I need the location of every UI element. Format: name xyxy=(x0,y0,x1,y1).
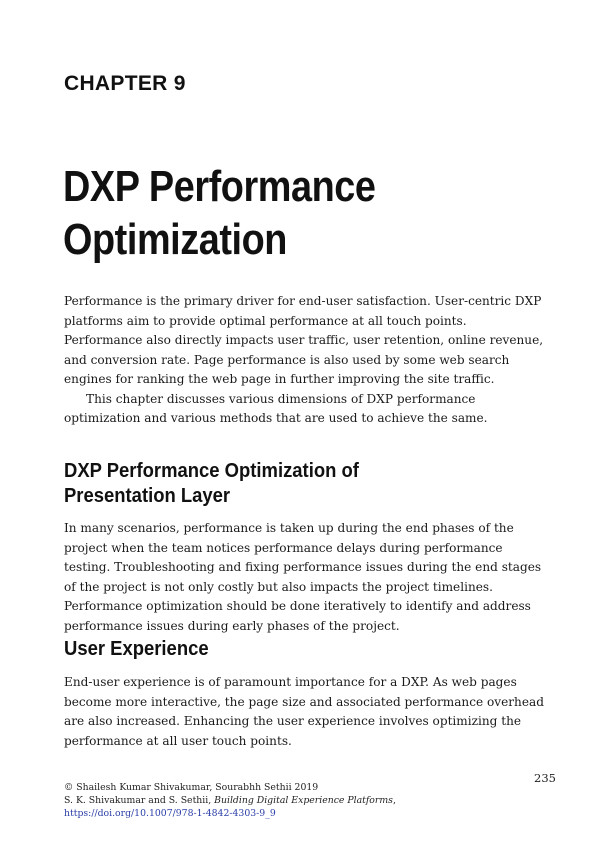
chapter-label: CHAPTER 9 xyxy=(64,72,186,95)
chapter-title: DXP Performance Optimization xyxy=(63,162,376,264)
doi-link[interactable]: https://doi.org/10.1007/978-1-4842-4303-… xyxy=(64,808,276,819)
intro-paragraph-2: This chapter discusses various dimension… xyxy=(64,391,488,426)
copyright-footer: © Shailesh Kumar Shivakumar, Sourabhh Se… xyxy=(64,781,504,820)
section-paragraph-user-experience: End-user experience is of paramount impo… xyxy=(64,675,544,748)
copyright-line: © Shailesh Kumar Shivakumar, Sourabhh Se… xyxy=(64,782,319,793)
section-heading-presentation-layer: DXP Performance Optimization of Presenta… xyxy=(64,459,359,507)
citation-line: S. K. Shivakumar and S. Sethii, Building… xyxy=(64,794,504,807)
intro-text: Performance is the primary driver for en… xyxy=(64,292,544,429)
intro-paragraph-1: Performance is the primary driver for en… xyxy=(64,294,544,386)
section-heading-user-experience: User Experience xyxy=(64,637,209,660)
citation-authors: S. K. Shivakumar and S. Sethii, xyxy=(64,795,215,806)
citation-book-title: Building Digital Experience Platforms xyxy=(214,795,393,806)
citation-end: , xyxy=(392,795,396,806)
page-number: 235 xyxy=(534,771,556,785)
section-paragraph-presentation-layer: In many scenarios, performance is taken … xyxy=(64,521,542,633)
